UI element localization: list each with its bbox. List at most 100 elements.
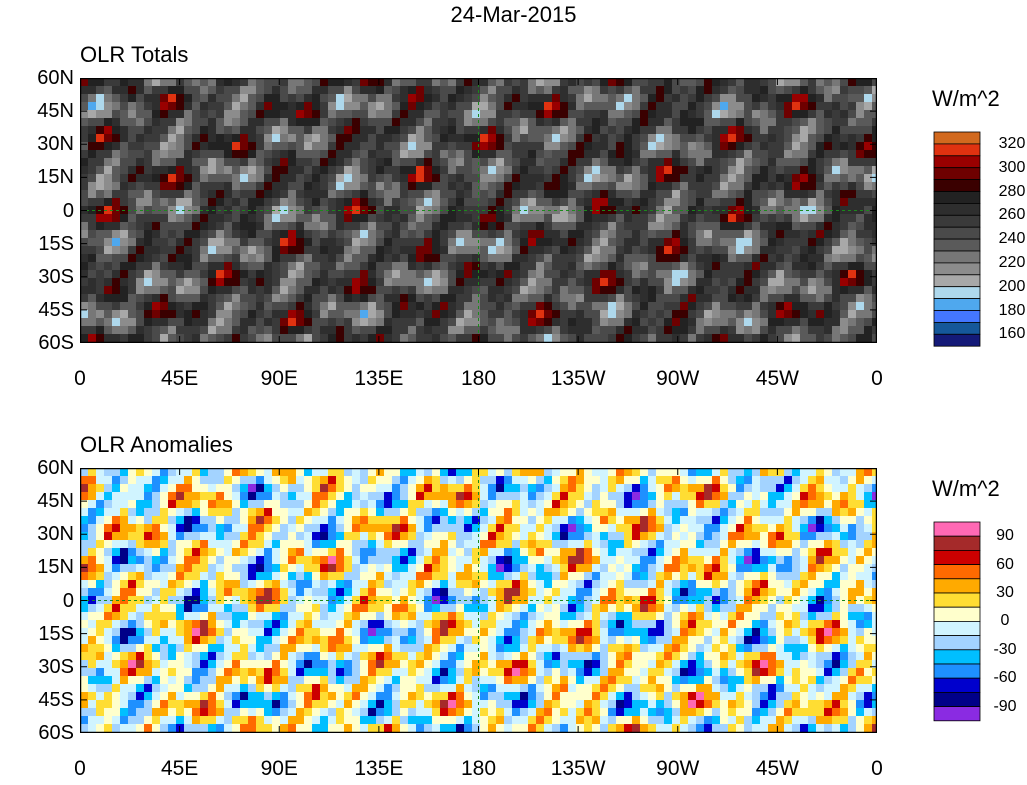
field-cell [672,476,680,484]
field-cell [88,540,96,548]
field-cell [568,484,576,492]
field-cell [544,166,552,174]
field-cell [168,158,176,166]
field-cell [408,134,416,142]
field-cell [288,564,296,572]
field-cell [872,134,877,142]
field-cell [576,78,584,86]
field-cell [400,102,408,110]
field-cell [552,150,560,158]
field-cell [368,548,376,556]
field-cell [264,110,272,118]
field-cell [184,254,192,262]
field-cell [768,94,776,102]
field-cell [816,286,824,294]
field-cell [816,334,824,342]
field-cell [136,214,144,222]
field-cell [312,270,320,278]
field-cell [344,246,352,254]
field-cell [376,326,384,334]
field-cell [784,158,792,166]
field-cell [712,230,720,238]
field-cell [464,302,472,310]
field-cell [328,158,336,166]
field-cell [640,524,648,532]
field-cell [400,310,408,318]
field-cell [552,262,560,270]
field-cell [512,468,520,476]
field-cell [704,484,712,492]
colorbar-box [933,274,981,288]
field-cell [496,78,504,86]
field-cell [144,238,152,246]
field-cell [736,556,744,564]
field-cell [784,580,792,588]
field-cell [816,516,824,524]
field-cell [168,548,176,556]
field-cell [88,78,96,86]
field-cell [504,190,512,198]
field-cell [520,190,528,198]
field-cell [864,86,872,94]
field-cell [264,166,272,174]
field-cell [344,532,352,540]
field-cell [312,254,320,262]
field-cell [104,476,112,484]
field-cell [848,166,856,174]
field-cell [192,246,200,254]
field-cell [120,516,128,524]
field-cell [608,86,616,94]
field-cell [720,318,728,326]
field-cell [464,572,472,580]
field-cell [680,142,688,150]
field-cell [688,78,696,86]
field-cell [328,118,336,126]
field-cell [160,214,168,222]
field-cell [352,182,360,190]
field-cell [832,476,840,484]
field-cell [416,286,424,294]
field-cell [360,182,368,190]
field-cell [256,286,264,294]
field-cell [584,548,592,556]
field-cell [280,318,288,326]
field-cell [744,222,752,230]
field-cell [264,198,272,206]
field-cell [688,150,696,158]
field-cell [632,158,640,166]
field-cell [536,118,544,126]
field-cell [128,190,136,198]
field-cell [192,540,200,548]
field-cell [216,190,224,198]
field-cell [568,318,576,326]
field-cell [416,230,424,238]
field-cell [648,540,656,548]
field-cell [512,254,520,262]
field-cell [616,532,624,540]
field-cell [176,564,184,572]
field-cell [416,516,424,524]
field-cell [536,230,544,238]
field-cell [264,94,272,102]
field-cell [504,94,512,102]
field-cell [224,102,232,110]
field-cell [88,556,96,564]
field-cell [488,102,496,110]
field-cell [112,254,120,262]
field-cell [112,334,120,342]
field-cell [744,134,752,142]
field-cell [344,158,352,166]
field-cell [776,516,784,524]
field-cell [792,254,800,262]
field-cell [832,230,840,238]
field-cell [576,286,584,294]
field-cell [192,174,200,182]
field-cell [800,214,808,222]
field-cell [168,278,176,286]
field-cell [400,142,408,150]
field-cell [224,302,232,310]
field-cell [520,214,528,222]
field-cell [472,158,480,166]
field-cell [416,238,424,246]
field-cell [104,78,112,86]
